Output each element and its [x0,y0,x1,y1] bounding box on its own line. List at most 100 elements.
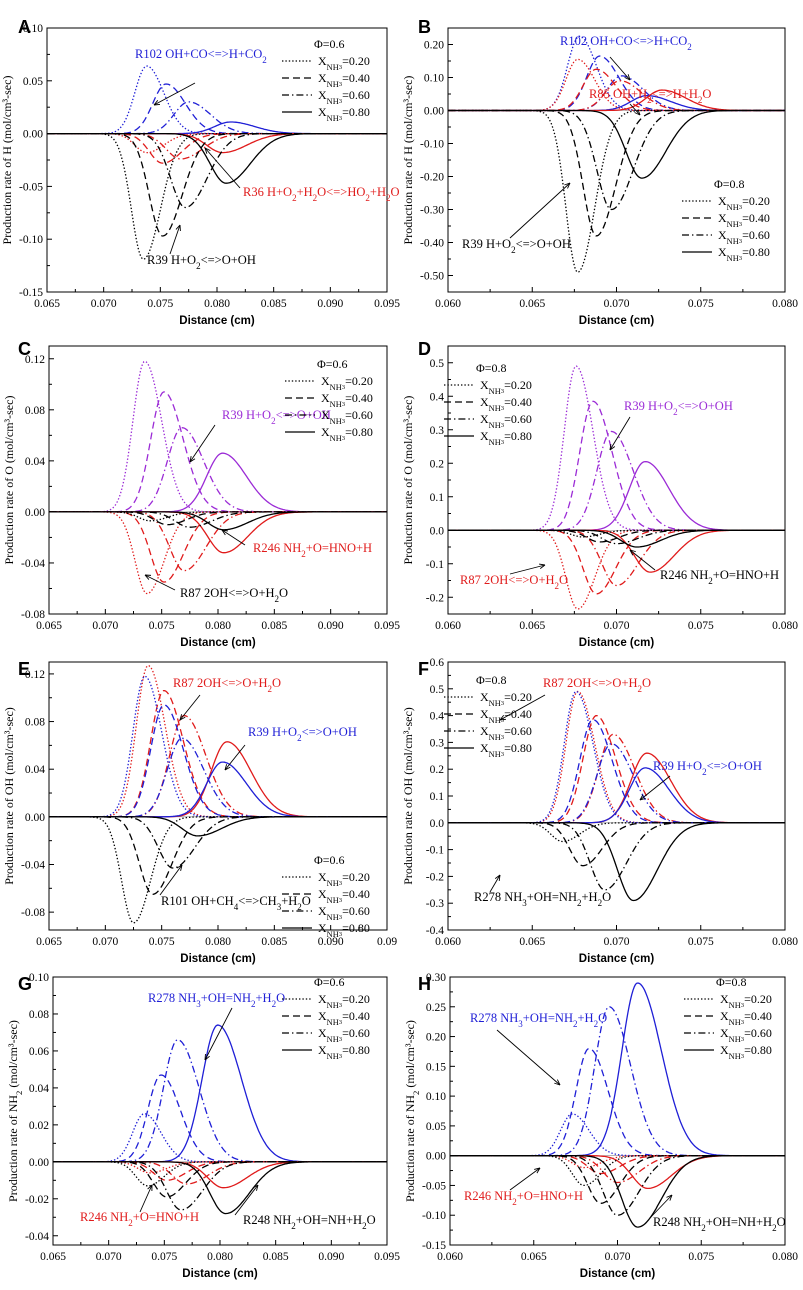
legend-entry: XNH3=0.40 [318,71,370,89]
series-black-line-x3 [448,822,785,902]
x-tick-label: 0.075 [688,298,714,310]
series-group [47,65,387,260]
x-axis-title: Distance (cm) [182,1268,258,1280]
series-black-line-x3 [53,1161,387,1215]
y-tick-label: 0.12 [25,669,45,681]
panel-c: C 0.065 0.070 0.075 0.080 0.085 0.090 0.095 -0.0… [2,339,400,649]
reaction-annotation: R36 H+O2+H2O<=>HO2+H2O [243,185,400,203]
y-axis-title: Production rate of NH2 (mol/cm³-sec) [403,1020,421,1202]
annotation-leader [499,694,546,721]
x-tick-label: 0.080 [205,936,231,948]
series-group [448,690,785,902]
series-blue-line-x1 [49,704,387,818]
panel-letter: H [418,974,431,994]
series-black-line-x3 [49,816,387,837]
series-black-line-x3 [49,511,387,531]
series-black-line-x0 [49,511,387,522]
legend-entry: XNH3=0.60 [318,88,370,106]
reaction-annotation: R102 OH+CO<=>H+CO2 [135,47,267,65]
legend-entry: XNH3=0.20 [480,690,532,708]
series-black-line-x2 [448,109,785,211]
x-tick-label: 0.065 [36,620,62,632]
annotation-arrowhead [189,456,196,463]
series-black-line-x0 [53,1161,387,1187]
y-tick-label: 0.1 [430,492,445,504]
y-tick-label: 0.08 [25,405,45,417]
annotation-leader [204,147,241,189]
annotation-leader [629,103,641,116]
phi-label: Φ=0.6 [314,975,345,989]
legend-entry: XNH3=0.80 [720,1043,772,1061]
y-tick-label: 0.6 [430,657,445,669]
series-blue-line-x3 [53,1024,387,1163]
x-tick-label: 0.065 [521,1251,547,1263]
annotation-leader [144,574,176,591]
annotation-leader [629,549,656,571]
series-blue-line-x0 [448,35,785,112]
series-blue-line-x0 [450,1113,785,1157]
legend-entry: XNH3=0.60 [321,408,373,426]
reaction-annotation: R278 NH3+OH=NH2+H2O [474,890,611,908]
x-tick-label: 0.065 [519,298,545,310]
series-black-line-x3 [448,529,785,548]
y-tick-label: 0.30 [426,972,446,984]
x-tick-label: 0.060 [435,620,461,632]
series-black-line-x1 [448,822,785,867]
legend-entry: XNH3=0.20 [321,374,373,392]
annotation-leader [609,56,631,81]
reaction-annotation: R87 2OH<=>O+H2O [180,586,288,604]
series-purple-line-x1 [49,391,387,513]
annotation-arrowhead [634,109,641,116]
x-axis-title: Distance (cm) [180,637,256,649]
x-tick-label: 0.090 [318,620,344,632]
panel-f: F 0.060 0.065 0.070 0.075 0.080 -0.4 -0.3 -0.2 -0… [401,657,798,965]
y-tick-label: 0.2 [430,458,445,470]
y-tick-label: 0.0 [430,525,445,537]
y-tick-label: -0.2 [426,871,444,883]
y-tick-label: -0.40 [420,238,444,250]
legend-entry: XNH3=0.60 [480,724,532,742]
x-tick-label: 0.075 [149,936,175,948]
y-tick-label: 0.25 [426,1002,446,1014]
panel-h: H 0.060 0.065 0.070 0.075 0.080 -0.15 -0.10 -0.0… [403,972,798,1280]
y-tick-label: 0.5 [430,684,445,696]
legend-entry: XNH3=0.20 [718,194,770,212]
annotation-arrowhead [666,1194,673,1201]
series-red-line-x2 [53,1161,387,1185]
panel-g: G 0.065 0.070 0.075 0.080 0.085 0.090 0.095 -0.0… [6,972,400,1280]
legend-entry: XNH3=0.40 [318,1009,370,1027]
x-tick-label: 0.095 [374,1251,400,1263]
y-axis-title: Production rate of NH2 (mol/cm³-sec) [6,1020,24,1202]
x-tick-label: 0.070 [604,936,630,948]
series-blue-line-x1 [450,1047,785,1157]
x-axis-title: Distance (cm) [580,1268,656,1280]
y-tick-label: 0.00 [424,106,444,118]
x-tick-label: 0.070 [605,1251,631,1263]
y-tick-label: -0.08 [21,907,45,919]
reaction-annotation: R248 NH2+OH=NH+H2O [653,1215,786,1233]
legend-entry: XNH3=0.40 [480,707,532,725]
legend-entry: XNH3=0.20 [720,992,772,1010]
reaction-annotation: R39 H+O2<=>O+OH [147,253,256,271]
reaction-annotation: R246 NH2+O=HNO+H [80,1210,199,1228]
y-tick-label: 0.10 [29,972,49,984]
x-tick-label: 0.060 [435,936,461,948]
series-black-line-x3 [47,132,387,184]
annotation-leader [139,1184,153,1213]
legend-entry: XNH3=0.40 [321,391,373,409]
series-black-line-x1 [448,529,785,543]
annotation-leader [609,416,631,451]
y-axis-title: Production rate of H (mol/cm³-sec) [401,76,415,245]
x-tick-label: 0.065 [519,936,545,948]
x-tick-label: 0.070 [92,620,118,632]
panel-b: B 0.060 0.065 0.070 0.075 0.080 -0.50 -0.40 -0.3… [401,17,798,327]
y-tick-label: -0.02 [25,1194,49,1206]
x-tick-label: 0.090 [318,936,344,948]
x-tick-label: 0.075 [688,620,714,632]
y-tick-label: 0.2 [430,764,445,776]
legend-entry: XNH3=0.20 [318,992,370,1010]
annotation-arrowhead [204,1053,210,1061]
y-tick-label: 0.04 [25,456,45,468]
x-tick-label: 0.070 [604,620,630,632]
y-tick-label: 0.00 [25,812,45,824]
